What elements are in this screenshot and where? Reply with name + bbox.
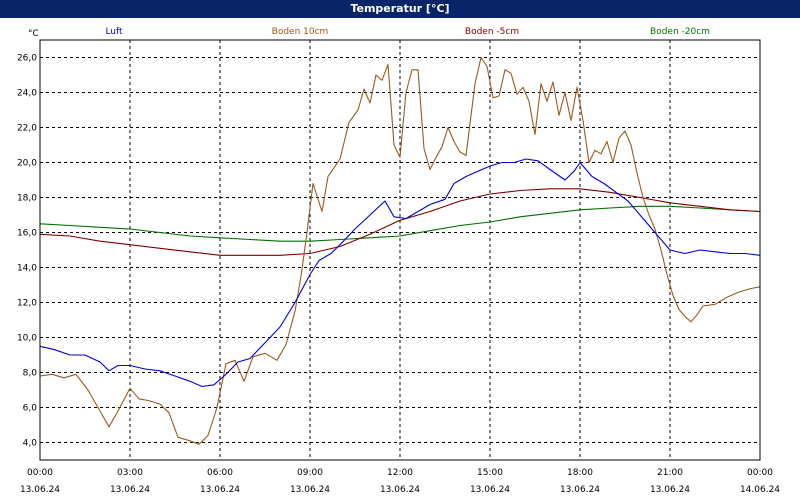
series-line-3: [39, 205, 761, 242]
x-tick-date: 13.06.24: [20, 485, 60, 495]
legend-entry: Boden -5cm: [465, 27, 519, 37]
y-tick-label: 26,0: [17, 54, 37, 64]
y-tick-label: 10,0: [17, 334, 37, 344]
x-tick-time: 06:00: [207, 468, 233, 478]
y-tick-label: 24,0: [17, 89, 37, 99]
legend-entry: Boden 10cm: [272, 27, 329, 37]
x-tick-time: 21:00: [657, 468, 683, 478]
x-tick-time: 15:00: [477, 468, 503, 478]
y-axis-label: °C: [28, 29, 39, 39]
series-line-2: [39, 188, 761, 256]
x-tick-date: 13.06.24: [110, 485, 150, 495]
series-line-1: [39, 56, 761, 445]
x-tick-date: 13.06.24: [380, 485, 420, 495]
x-tick-date: 13.06.24: [560, 485, 600, 495]
axes: [39, 39, 761, 461]
x-tick-date: 13.06.24: [650, 485, 690, 495]
series-layer: [39, 56, 761, 445]
series-line-0: [39, 158, 761, 388]
x-tick-time: 00:00: [747, 468, 773, 478]
y-tick-label: 18,0: [17, 194, 37, 204]
x-tick-time: 00:00: [27, 468, 53, 478]
window-title: Temperatur [°C]: [0, 0, 800, 18]
x-tick-date: 14.06.24: [740, 485, 780, 495]
y-tick-label: 20,0: [17, 159, 37, 169]
legend-entry: Luft: [105, 27, 123, 37]
legend-entry: Boden -20cm: [650, 27, 710, 37]
x-tick-date: 13.06.24: [470, 485, 510, 495]
y-tick-label: 6,0: [23, 404, 38, 414]
temperature-chart: 4,0 6,0 8,0 10,0 12,0 14,0 16,0 18,0 20,0 22,0 24,…: [17, 27, 780, 495]
y-tick-label: 12,0: [17, 299, 37, 309]
legend: Luft Boden 10cm Boden -5cm Boden -20cm: [105, 27, 710, 37]
y-tick-label: 22,0: [17, 124, 37, 134]
y-tick-label: 8,0: [23, 369, 38, 379]
plot-border: [39, 39, 761, 461]
grid: [40, 40, 760, 460]
x-tick-time: 09:00: [297, 468, 323, 478]
x-tick-time: 03:00: [117, 468, 143, 478]
y-tick-label: 14,0: [17, 264, 37, 274]
x-tick-date: 13.06.24: [200, 485, 240, 495]
x-tick-time: 18:00: [567, 468, 593, 478]
tick-labels: 4,0 6,0 8,0 10,0 12,0 14,0 16,0 18,0 20,0 22,0 24,…: [17, 29, 780, 495]
y-tick-label: 4,0: [23, 439, 38, 449]
y-tick-label: 16,0: [17, 229, 37, 239]
x-tick-time: 12:00: [387, 468, 413, 478]
x-tick-date: 13.06.24: [290, 485, 330, 495]
